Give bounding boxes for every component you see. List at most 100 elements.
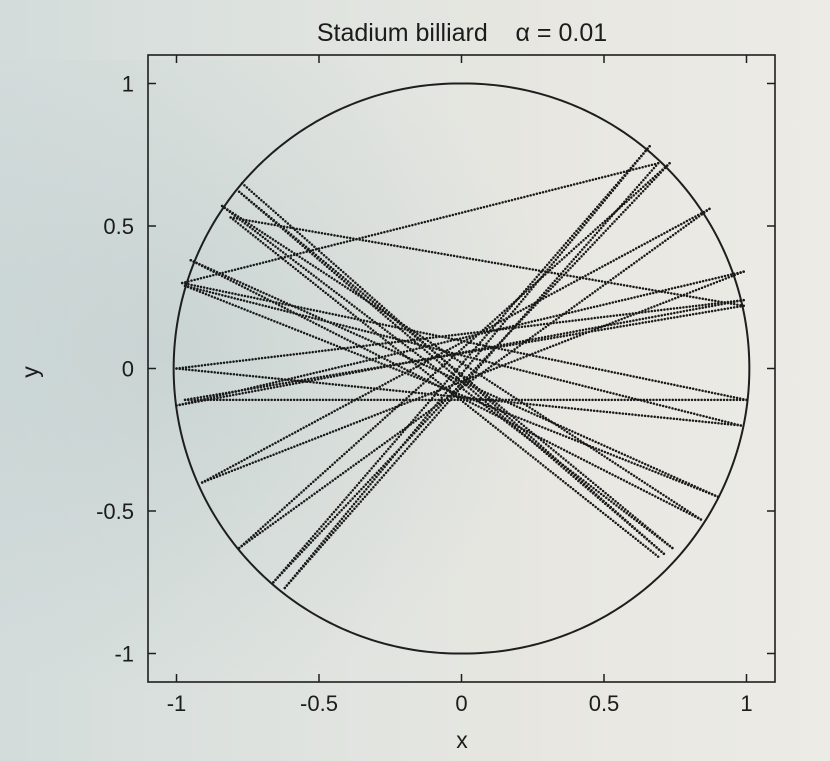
trajectory-point xyxy=(440,363,444,366)
trajectory-point xyxy=(307,543,310,547)
trajectory-point xyxy=(269,247,272,251)
trajectory-point xyxy=(380,242,383,245)
trajectory-point xyxy=(272,386,276,389)
trajectory-point xyxy=(432,365,435,368)
trajectory-point xyxy=(630,472,633,476)
trajectory-point xyxy=(218,289,222,293)
trajectory-point xyxy=(650,180,654,184)
trajectory-point xyxy=(298,313,302,316)
trajectory-point xyxy=(354,500,358,503)
trajectory-point xyxy=(305,498,308,501)
trajectory-point xyxy=(549,321,553,325)
trajectory-point xyxy=(485,409,489,413)
trajectory-point xyxy=(600,176,604,179)
trajectory-point xyxy=(360,492,364,496)
trajectory-point xyxy=(680,409,684,412)
trajectory-point xyxy=(575,259,579,263)
trajectory-point xyxy=(273,398,277,402)
trajectory-point xyxy=(513,348,516,351)
trajectory-point xyxy=(531,338,534,341)
trajectory-point xyxy=(219,298,223,302)
trajectory-point xyxy=(274,211,278,215)
trajectory-point xyxy=(319,269,323,273)
trajectory-point xyxy=(347,448,351,451)
trajectory-point xyxy=(612,502,616,505)
trajectory-point xyxy=(575,275,579,279)
trajectory-point xyxy=(624,529,627,533)
trajectory-point xyxy=(626,251,629,255)
trajectory-point xyxy=(348,325,351,329)
trajectory-point xyxy=(489,365,493,368)
trajectory-point xyxy=(245,456,249,460)
trajectory-point xyxy=(215,273,218,276)
trajectory-point xyxy=(336,242,339,246)
trajectory-point xyxy=(251,461,254,465)
trajectory-point xyxy=(591,278,594,282)
trajectory-point xyxy=(446,253,450,257)
trajectory-point xyxy=(639,464,642,468)
trajectory-point xyxy=(694,419,698,423)
trajectory-point xyxy=(711,277,714,281)
trajectory-point xyxy=(562,332,566,335)
trajectory-point xyxy=(381,418,384,422)
trajectory-point xyxy=(311,539,315,542)
trajectory-point xyxy=(480,348,483,352)
trajectory-point xyxy=(536,444,539,447)
trajectory-point xyxy=(687,398,690,402)
trajectory-point xyxy=(286,225,289,229)
trajectory-point xyxy=(623,453,627,457)
trajectory-point xyxy=(386,330,389,333)
trajectory-point xyxy=(583,317,587,321)
x-tick-label: -1 xyxy=(167,691,187,716)
trajectory-point xyxy=(291,382,295,386)
trajectory-point xyxy=(596,388,600,391)
trajectory-point xyxy=(681,481,684,484)
trajectory-point xyxy=(281,449,284,453)
trajectory-point xyxy=(638,318,641,321)
trajectory-point xyxy=(274,520,277,524)
trajectory-point xyxy=(302,426,305,430)
trajectory-point xyxy=(644,187,647,191)
trajectory-point xyxy=(598,224,602,227)
trajectory-point xyxy=(710,309,714,313)
trajectory-point xyxy=(231,303,234,306)
trajectory-point xyxy=(621,517,624,520)
trajectory-point xyxy=(502,344,506,348)
trajectory-point xyxy=(531,432,534,436)
trajectory-point xyxy=(249,536,253,539)
trajectory-point xyxy=(588,327,591,331)
trajectory-point xyxy=(405,425,409,429)
trajectory-point xyxy=(566,483,570,487)
trajectory-point xyxy=(618,205,622,208)
y-tick-label: 0.5 xyxy=(103,214,134,239)
trajectory-point xyxy=(198,262,201,266)
trajectory-point xyxy=(398,403,401,407)
trajectory-point xyxy=(671,398,674,402)
trajectory-point xyxy=(619,283,623,286)
trajectory-point xyxy=(537,339,540,342)
trajectory-point xyxy=(637,183,641,187)
trajectory-point xyxy=(358,309,361,312)
trajectory-point xyxy=(319,287,322,291)
trajectory-point xyxy=(488,353,491,357)
trajectory-point xyxy=(241,392,244,395)
trajectory-point xyxy=(628,482,631,485)
trajectory-point xyxy=(213,296,217,299)
trajectory-point xyxy=(271,249,275,253)
trajectory-point xyxy=(586,408,590,412)
trajectory-point xyxy=(527,288,530,291)
trajectory-point xyxy=(437,389,440,393)
trajectory-point xyxy=(324,245,327,249)
trajectory-point xyxy=(493,261,497,265)
trajectory-point xyxy=(597,441,600,445)
trajectory-point xyxy=(508,421,512,424)
trajectory-point xyxy=(561,286,565,290)
trajectory-point xyxy=(324,291,327,295)
trajectory-point xyxy=(222,299,226,303)
trajectory-point xyxy=(553,422,557,425)
trajectory-point xyxy=(618,515,622,518)
trajectory-point xyxy=(409,359,412,362)
trajectory-point xyxy=(610,214,613,218)
trajectory-point xyxy=(477,388,481,391)
trajectory-point xyxy=(421,346,424,349)
